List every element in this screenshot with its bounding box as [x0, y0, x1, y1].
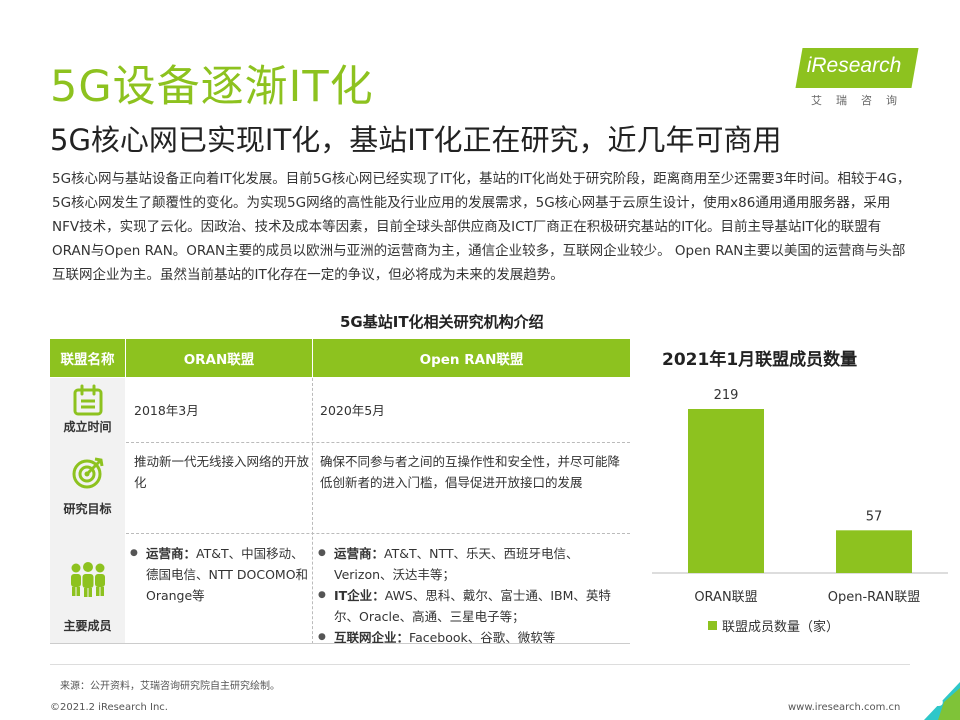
member-group-text: AWS、思科、戴尔、富士通、IBM、英特尔、Oracle、高通、三星电子等； — [334, 588, 611, 624]
table-bottom-border — [50, 643, 630, 644]
bar-0 — [688, 409, 764, 573]
member-group: IT企业：AWS、思科、戴尔、富士通、IBM、英特尔、Oracle、高通、三星电… — [318, 585, 625, 627]
iresearch-logo: iResearch 艾瑞咨询 — [789, 48, 919, 110]
footer-divider — [50, 664, 910, 665]
row-label-goal: 研究目标 — [63, 502, 112, 516]
copyright: ©2021.2 iResearch Inc. — [50, 702, 168, 713]
alliance-table: 联盟名称 ORAN联盟 Open RAN联盟 成立时间 2018年3月 2020… — [50, 339, 630, 648]
table-header-name: 联盟名称 — [50, 339, 125, 377]
member-group: 运营商：AT&T、中国移动、德国电信、NTT DOCOMO和Orange等 — [130, 543, 312, 606]
logo-cn-name: 艾瑞咨询 — [811, 94, 911, 107]
member-group: 互联网企业：Facebook、谷歌、微软等 — [318, 627, 625, 648]
table-header-oran: ORAN联盟 — [126, 339, 312, 377]
bar-value-label-1: 57 — [866, 509, 883, 524]
page-subtitle: 5G核心网已实现IT化，基站IT化正在研究，近几年可商用 — [50, 123, 782, 157]
column-divider — [312, 378, 313, 644]
member-group-key: 互联网企业 — [334, 630, 397, 645]
cell-oran-members: 运营商：AT&T、中国移动、德国电信、NTT DOCOMO和Orange等 — [130, 543, 312, 606]
member-group-key: IT企业 — [334, 588, 373, 603]
member-group-text: AT&T、中国移动、德国电信、NTT DOCOMO和Orange等 — [146, 546, 309, 603]
cell-oran-goal: 推动新一代无线接入网络的开放化 — [134, 454, 310, 490]
page-title: 5G设备逐渐IT化 — [50, 62, 374, 112]
cell-openran-founded: 2020年5月 — [320, 403, 385, 418]
row-label-founded: 成立时间 — [63, 420, 112, 434]
logo-wordmark: iResearch — [806, 54, 902, 77]
page-number: 5 — [934, 694, 944, 710]
bar-1 — [836, 530, 912, 573]
member-group: 运营商：AT&T、NTT、乐天、西班牙电信、Verizon、沃达丰等； — [318, 543, 625, 585]
category-label-1: Open-RAN联盟 — [828, 590, 921, 605]
bar-value-label-0: 219 — [714, 388, 739, 403]
cell-oran-founded: 2018年3月 — [134, 403, 199, 418]
row-divider — [126, 533, 630, 534]
member-count-chart: 2021年1月联盟成员数量 219 ORAN联盟 57 Open-RAN联盟联盟成员数… — [640, 335, 960, 655]
table-title: 5G基站IT化相关研究机构介绍 — [340, 313, 544, 331]
calendar-icon — [73, 384, 103, 416]
website-url[interactable]: www.iresearch.com.cn — [788, 702, 901, 713]
row-divider — [126, 442, 630, 443]
cell-openran-goal: 确保不同参与者之间的互操作性和安全性，并尽可能降低创新者的进入门槛，倡导促进开放… — [320, 454, 621, 490]
legend-swatch — [708, 621, 717, 630]
category-label-0: ORAN联盟 — [694, 590, 757, 605]
member-group-key: 运营商 — [146, 546, 184, 561]
legend-label: 联盟成员数量（家） — [722, 619, 839, 635]
member-group-text: Facebook、谷歌、微软等 — [409, 630, 556, 645]
row-label-members: 主要成员 — [63, 619, 112, 633]
people-icon — [71, 562, 105, 597]
chart-title: 2021年1月联盟成员数量 — [662, 350, 858, 370]
target-icon — [72, 457, 104, 489]
page-corner-decoration — [924, 682, 960, 720]
member-group-key: 运营商 — [334, 546, 372, 561]
source-note: 来源：公开资料，艾瑞咨询研究院自主研究绘制。 — [60, 681, 280, 692]
intro-paragraph: 5G核心网与基站设备正向着IT化发展。目前5G核心网已经实现了IT化，基站的IT… — [52, 171, 911, 283]
table-header-openran: Open RAN联盟 — [313, 339, 630, 377]
cell-openran-members: 运营商：AT&T、NTT、乐天、西班牙电信、Verizon、沃达丰等； IT企业… — [318, 543, 625, 648]
table-side-column — [50, 378, 125, 644]
member-group-text: AT&T、NTT、乐天、西班牙电信、Verizon、沃达丰等； — [334, 546, 579, 582]
